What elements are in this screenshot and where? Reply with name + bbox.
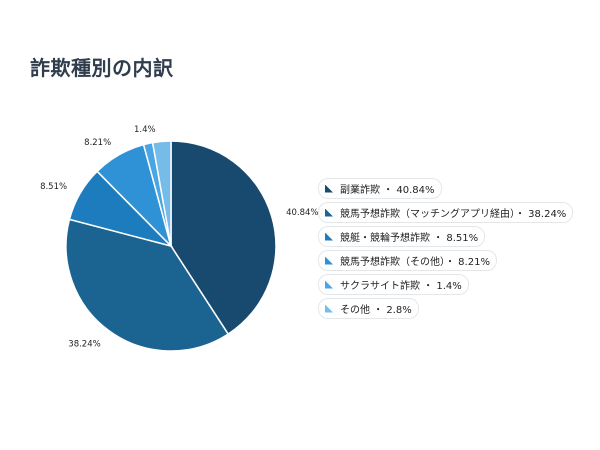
legend-label: その他 ・ 2.8%: [340, 305, 412, 316]
slice-label-2: 8.51%: [40, 182, 67, 192]
legend-item-0[interactable]: 副業詐欺 ・ 40.84%: [318, 178, 442, 199]
legend-swatch-icon: [325, 256, 333, 265]
pie-slice-1: [65, 218, 230, 352]
legend-swatch-icon: [325, 280, 333, 289]
legend-label: 競馬予想詐欺（その他）・ 8.21%: [340, 257, 490, 268]
legend-label: 競艇・競輪予想詐欺 ・ 8.51%: [340, 233, 479, 244]
slice-labels: 40.84% 38.24% 8.51% 8.21% 1.4%: [40, 125, 318, 349]
pie-slice-5: [151, 140, 172, 247]
legend-label: 競馬予想詐欺（マッチングアプリ経由）・ 38.24%: [340, 209, 567, 220]
legend-label: 副業詐欺 ・ 40.84%: [340, 185, 435, 196]
legend-swatch-icon: [325, 304, 333, 313]
slice-label-1: 38.24%: [68, 339, 100, 349]
legend-item-1[interactable]: 競馬予想詐欺（マッチングアプリ経由）・ 38.24%: [318, 202, 574, 223]
legend-item-4[interactable]: サクラサイト詐欺 ・ 1.4%: [318, 274, 469, 295]
legend-swatch-icon: [325, 184, 333, 193]
slice-label-3: 8.21%: [84, 138, 111, 148]
legend-item-5[interactable]: その他 ・ 2.8%: [318, 298, 419, 319]
pie-slices: [65, 140, 277, 352]
slice-label-0: 40.84%: [286, 208, 318, 218]
legend-swatch-icon: [325, 232, 333, 241]
legend-swatch-icon: [325, 208, 333, 217]
legend: 副業詐欺 ・ 40.84% 競馬予想詐欺（マッチングアプリ経由）・ 38.24% 競…: [318, 178, 574, 322]
slice-label-4: 1.4%: [134, 125, 156, 135]
chart-title: 詐欺種別の内訳: [30, 56, 174, 80]
legend-label: サクラサイト詐欺 ・ 1.4%: [340, 281, 462, 292]
legend-item-3[interactable]: 競馬予想詐欺（その他）・ 8.21%: [318, 250, 497, 271]
legend-item-2[interactable]: 競艇・競輪予想詐欺 ・ 8.51%: [318, 226, 486, 247]
